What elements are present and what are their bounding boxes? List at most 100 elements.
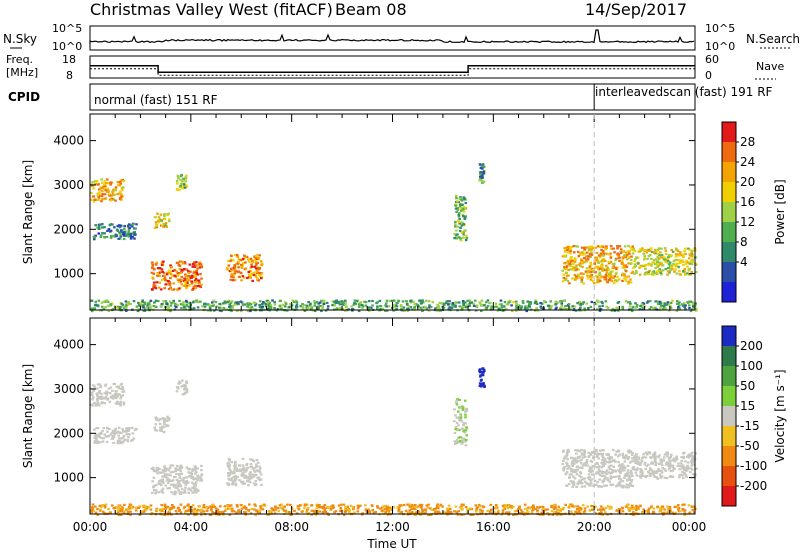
scatter-cell xyxy=(521,511,524,514)
scatter-cell xyxy=(254,274,257,277)
scatter-cell xyxy=(249,471,252,474)
scatter-cell xyxy=(315,509,318,512)
scatter-cell xyxy=(418,299,422,302)
scatter-cell xyxy=(376,305,379,308)
scatter-cell xyxy=(226,299,230,302)
scatter-cell xyxy=(105,426,109,429)
scatter-cell xyxy=(575,508,579,511)
scatter-cell xyxy=(100,200,103,203)
scatter-cell xyxy=(616,509,619,512)
scatter-cell xyxy=(580,278,584,281)
scatter-cell xyxy=(126,300,130,304)
scatter-cell xyxy=(567,303,571,306)
scatter-cell xyxy=(692,307,695,310)
scatter-cell xyxy=(455,403,459,406)
scatter-cell xyxy=(430,508,433,511)
scatter-cell xyxy=(200,464,203,468)
scatter-cell xyxy=(255,510,258,513)
scatter-cell xyxy=(691,473,695,476)
scatter-cell xyxy=(379,308,383,311)
scatter-cell xyxy=(560,300,564,303)
scatter-cell xyxy=(164,484,167,487)
scatter-cell xyxy=(193,513,196,517)
scatter-cell xyxy=(178,381,182,384)
scatter-cell xyxy=(535,307,538,310)
scatter-cell xyxy=(455,229,458,232)
scatter-cell xyxy=(103,504,107,507)
scatter-cell xyxy=(686,272,689,275)
scatter-cell xyxy=(607,268,611,271)
scatter-cell xyxy=(106,187,110,190)
scatter-cell xyxy=(605,469,609,472)
scatter-cell xyxy=(103,236,106,239)
scatter-cell xyxy=(181,180,184,183)
nsearch-tick-bottom: 10^0 xyxy=(705,40,735,53)
scatter-cell xyxy=(180,488,184,491)
scatter-cell xyxy=(193,483,196,486)
scatter-cell xyxy=(653,452,656,455)
scatter-cell xyxy=(193,284,197,287)
scatter-cell xyxy=(273,512,277,515)
scatter-cell xyxy=(639,248,642,251)
scatter-cell xyxy=(540,306,543,310)
scatter-cell xyxy=(345,306,348,309)
scatter-cell xyxy=(112,441,115,444)
scatter-cell xyxy=(582,272,585,275)
scatter-cell xyxy=(677,508,680,511)
scatter-cell xyxy=(113,433,116,436)
scatter-cell xyxy=(674,505,677,508)
scatter-cell xyxy=(409,505,412,508)
scatter-cell xyxy=(596,278,599,281)
scatter-cell xyxy=(482,165,486,168)
colorbar-segment xyxy=(722,162,736,183)
scatter-cell xyxy=(461,307,464,310)
scatter-cell xyxy=(191,265,195,268)
scatter-cell xyxy=(98,441,102,444)
scatter-cell xyxy=(168,511,172,514)
scatter-cell xyxy=(560,507,563,511)
scatter-cell xyxy=(113,429,117,432)
scatter-cell xyxy=(202,510,206,513)
scatter-cell xyxy=(627,451,631,454)
scatter-cell xyxy=(178,509,181,512)
scatter-cell xyxy=(567,482,571,486)
scatter-cell xyxy=(474,299,477,302)
scatter-cell xyxy=(185,284,189,287)
scatter-cell xyxy=(478,382,482,385)
scatter-cell xyxy=(657,300,660,303)
scatter-cell xyxy=(675,272,679,275)
scatter-cell xyxy=(649,474,652,477)
scatter-cell xyxy=(455,197,458,200)
scatter-cell xyxy=(692,511,696,514)
scatter-cell xyxy=(297,505,300,508)
scatter-cell xyxy=(289,503,292,506)
scatter-cell xyxy=(600,248,603,251)
scatter-cell xyxy=(177,272,181,275)
scatter-cell xyxy=(120,382,123,386)
scatter-cell xyxy=(387,305,391,308)
y-tick-label: 4000 xyxy=(53,134,84,148)
scatter-cell xyxy=(154,491,158,494)
scatter-cell xyxy=(684,252,687,255)
scatter-cell xyxy=(246,302,249,305)
scatter-cell xyxy=(676,504,680,507)
scatter-cell xyxy=(121,386,124,389)
scatter-cell xyxy=(161,475,164,478)
scatter-cell xyxy=(566,247,569,250)
scatter-cell xyxy=(326,512,329,515)
scatter-cell xyxy=(562,273,566,276)
scatter-cell xyxy=(628,478,631,481)
scatter-cell xyxy=(630,480,633,483)
scatter-cell xyxy=(243,276,246,279)
scatter-cell xyxy=(590,247,593,250)
colorbar-segment xyxy=(722,426,736,447)
scatter-cell xyxy=(571,259,574,262)
scatter-cell xyxy=(575,268,578,271)
scatter-cell xyxy=(193,478,196,481)
scatter-cell xyxy=(664,463,668,466)
scatter-cell xyxy=(180,283,183,286)
scatter-cell xyxy=(184,279,188,283)
scatter-cell xyxy=(663,476,667,479)
scatter-cell xyxy=(439,503,443,506)
scatter-cell xyxy=(97,232,101,235)
